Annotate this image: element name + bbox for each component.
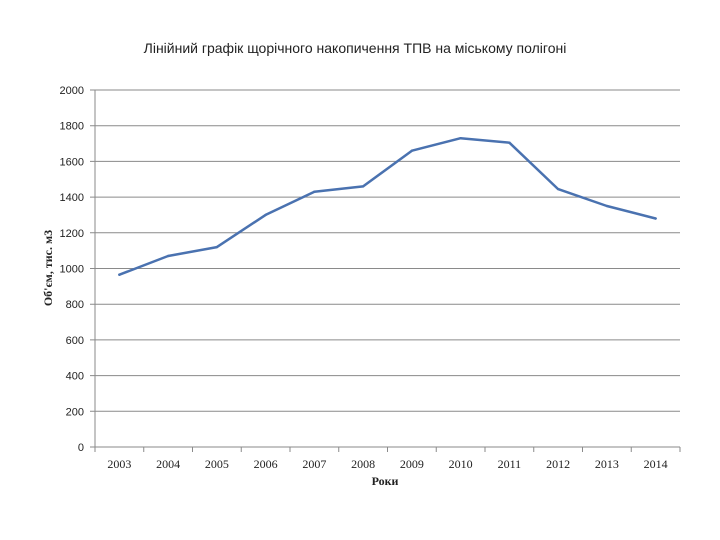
data-point-2009 [410,149,414,152]
x-tick-label: 2011 [498,457,522,471]
y-tick-label: 2000 [60,85,84,97]
y-tick-label: 0 [78,442,84,454]
data-point-2014 [654,217,657,220]
y-tick-label: 1600 [60,156,84,168]
x-tick-labels: 2003 2004 2005 2006 2007 2008 2009 2010 2011 2012… [94,447,681,471]
x-tick-label: 2007 [302,457,326,471]
y-tick-label: 200 [66,406,84,418]
x-tick-label: 2009 [400,457,424,471]
x-tick-label: 2004 [156,457,180,471]
data-point-2011 [508,141,511,144]
data-point-2008 [361,185,365,188]
y-tick-label: 600 [66,335,84,347]
data-point-2013 [605,204,609,208]
x-axis-label: Роки [372,474,399,488]
x-tick-label: 2012 [546,457,570,471]
y-tick-labels: 0 200 400 600 800 1000 1200 1400 1600 1800 2000 [60,85,84,454]
data-point-2005 [215,245,219,249]
x-tick-label: 2003 [107,457,131,471]
data-point-2003 [118,273,121,276]
data-point-2004 [166,254,170,258]
data-point-2006 [264,213,267,217]
y-axis-label: Об'єм, тис. м3 [41,230,55,306]
y-tick-label: 1000 [60,264,84,276]
data-point-2010 [459,136,462,140]
x-tick-label: 2010 [449,457,473,471]
y-tick-label: 1800 [60,121,84,133]
series-line-0 [118,136,657,276]
data-series [118,136,657,276]
x-tick-label: 2005 [205,457,229,471]
y-tick-label: 800 [66,299,84,311]
data-point-2007 [313,190,316,193]
y-tick-label: 1200 [60,228,84,240]
x-tick-label: 2006 [254,457,278,471]
x-tick-label: 2014 [644,457,668,471]
data-point-2012 [556,187,560,191]
y-tick-label: 400 [66,371,84,383]
gridlines [90,89,680,448]
chart-title: Лінійний графік щорічного накопичення ТП… [144,40,567,56]
x-tick-label: 2008 [351,457,375,471]
y-tick-label: 1400 [60,192,84,204]
x-tick-label: 2013 [595,457,619,471]
